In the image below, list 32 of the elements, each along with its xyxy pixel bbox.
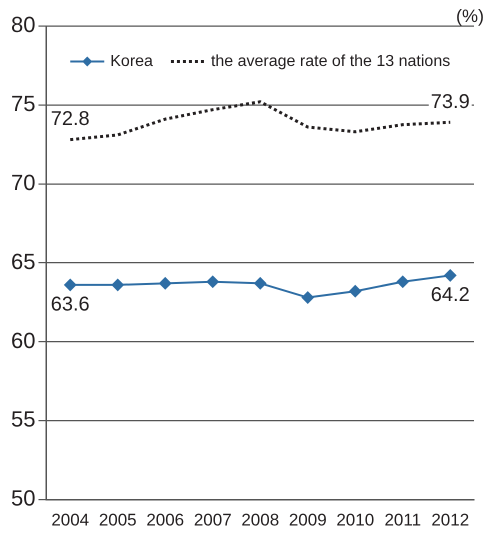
data-label: 63.6 [50,293,90,316]
y-tick-label: 60 [10,328,36,353]
y-axis-title: (%) [456,6,484,26]
x-tick-label: 2010 [336,510,374,530]
point [349,285,362,298]
point [159,277,172,290]
data-label: 73.9 [430,90,470,113]
x-tick-label: 2005 [98,510,137,530]
point [254,277,266,290]
y-tick-label: 80 [10,12,36,38]
data-label: 64.2 [430,284,470,306]
x-tick-label: 2012 [431,510,470,530]
data-label: 72.8 [50,108,90,130]
legend-label: Korea [110,52,154,70]
y-tick-label: 50 [10,486,36,511]
point [112,278,124,291]
x-tick-label: 2008 [241,510,280,530]
legend-label: the average rate of the 13 nations [210,52,450,70]
point [396,276,409,288]
point [64,278,76,291]
x-tick-label: 2004 [51,510,90,530]
x-tick-label: 2011 [384,510,422,530]
point [302,292,314,304]
x-tick-label: 2007 [194,510,232,530]
point [206,276,219,288]
y-tick-label: 75 [10,90,36,116]
y-tick-label: 55 [10,406,36,432]
point [444,269,456,282]
y-tick-label: 70 [10,170,36,195]
x-tick-label: 2009 [288,510,327,530]
x-tick-label: 2006 [146,510,184,530]
y-tick-label: 65 [10,248,36,274]
